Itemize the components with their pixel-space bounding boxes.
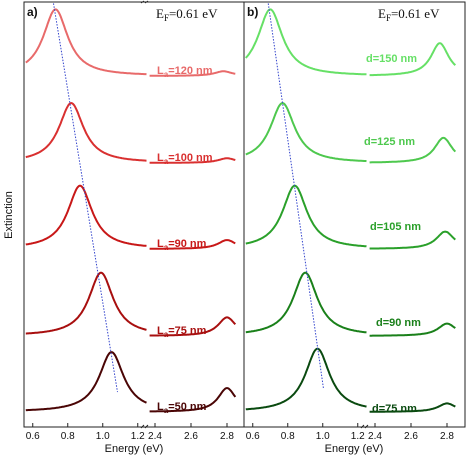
x-tick-label: 1.2 [131, 431, 145, 442]
series-curve-high-a-4 [149, 387, 237, 413]
x-tick-label: 0.6 [26, 431, 40, 442]
series-curve-high-a-3 [149, 316, 237, 337]
y-axis-label: Extinction [3, 191, 15, 239]
series-label-b-4: d=75 nm [372, 403, 417, 415]
x-tick-label: 2.6 [184, 431, 198, 442]
series-curve-high-b-3 [369, 322, 456, 337]
series-label-a-3: La=75 nm [157, 325, 207, 339]
x-ticks-layer: 0.6 0.8 1.0 1.2 2.4 2.6 2.8 0.6 0.8 1.0 1.2 2.4 2.6 2… [26, 423, 454, 442]
series-label-a-4: La=50 nm [157, 401, 207, 415]
panel-a-label: a) [27, 5, 38, 19]
series-label-a-2: La=90 nm [157, 238, 207, 252]
x-axis-label-a: Energy (eV) [105, 443, 164, 455]
curves-layer [25, 3, 457, 413]
series-label-b-1: d=125 nm [364, 136, 415, 148]
x-tick-label: 2.6 [404, 431, 418, 442]
trend-line-b [267, 3, 324, 389]
x-tick-label: 2.4 [368, 431, 382, 442]
series-curve-low-b-0 [245, 8, 367, 76]
series-label-a-0: La=120 nm [157, 65, 213, 79]
x-tick-label: 1.2 [351, 431, 365, 442]
series-curve-high-b-2 [369, 230, 456, 250]
series-curve-low-a-1 [25, 101, 147, 162]
x-tick-label: 2.8 [220, 431, 234, 442]
axis-break-marks [140, 0, 369, 429]
series-curve-low-b-2 [245, 184, 367, 248]
series-curve-high-a-1 [149, 157, 236, 164]
series-label-b-2: d=105 nm [370, 221, 421, 233]
panel-b-label: b) [247, 5, 258, 19]
series-curve-low-b-4 [245, 347, 367, 411]
x-tick-label: 0.8 [61, 431, 75, 442]
trend-line-a [53, 3, 118, 393]
series-label-a-1: La=100 nm [157, 152, 213, 166]
panel-a-fermi-label: EF=0.61 eV [156, 6, 218, 23]
x-tick-label: 1.0 [96, 431, 110, 442]
x-tick-label: 2.8 [440, 431, 454, 442]
series-curve-low-a-2 [25, 184, 147, 247]
x-tick-label: 1.0 [316, 431, 330, 442]
series-curve-low-b-1 [245, 101, 367, 163]
x-axis-label-b: Energy (eV) [325, 443, 384, 455]
x-tick-label: 0.8 [281, 431, 295, 442]
series-label-b-3: d=90 nm [376, 317, 421, 329]
series-curve-low-a-4 [25, 351, 147, 412]
series-label-b-0: d=150 nm [366, 53, 417, 65]
series-curve-high-a-0 [149, 70, 236, 77]
series-curve-low-b-3 [245, 271, 367, 334]
series-curve-high-b-1 [369, 136, 457, 164]
series-labels-layer: La=120 nm La=100 nm La=90 nm La=75 nm La=50 … [157, 53, 421, 415]
series-curve-low-a-0 [25, 8, 147, 76]
x-tick-label: 2.4 [148, 431, 162, 442]
x-tick-label: 0.6 [246, 431, 260, 442]
panel-b-fermi-label: EF=0.61 eV [378, 6, 440, 23]
series-curve-high-b-4 [369, 402, 456, 413]
series-curve-low-a-3 [25, 271, 147, 335]
series-curve-high-b-0 [369, 42, 457, 77]
series-curve-high-a-2 [149, 239, 236, 250]
